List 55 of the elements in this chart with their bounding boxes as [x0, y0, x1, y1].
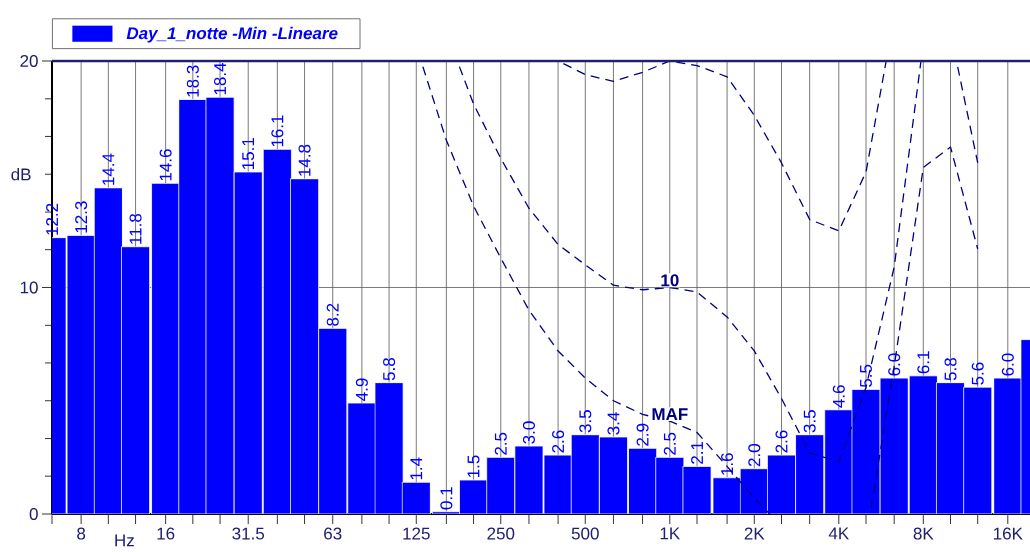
data-label: 1.6	[721, 453, 734, 475]
x-tick-label: 8K	[913, 527, 934, 540]
data-label: 18.3	[186, 65, 199, 97]
data-label: 12.2	[46, 203, 58, 235]
x-tick-label: 1K	[660, 527, 680, 540]
data-label: 3.0	[522, 421, 535, 444]
data-label: 14.8	[298, 144, 311, 176]
x-tick-label: 16	[157, 527, 175, 540]
data-label: 2.1	[691, 441, 703, 464]
data-label: 5.8	[383, 358, 396, 381]
data-label: 5.8	[944, 358, 957, 381]
data-label: 11.8	[129, 213, 142, 244]
x-tick-label: 500	[571, 527, 599, 540]
x-tick-label: 16K	[993, 527, 1023, 540]
data-label: 6.0	[1001, 353, 1014, 376]
data-label: 4.6	[832, 385, 845, 408]
x-tick-label: 4K	[828, 527, 850, 540]
data-label: 3.4	[607, 412, 620, 435]
data-label: 5.5	[860, 364, 872, 388]
series-label: 10	[661, 274, 679, 287]
data-label: 2.6	[552, 430, 565, 453]
data-label: 1.5	[467, 455, 480, 478]
data-label: 16.1	[271, 115, 284, 147]
data-label: 8.2	[326, 303, 339, 326]
data-label: 0.1	[440, 487, 453, 510]
x-tick-label: 63	[324, 527, 342, 540]
data-label: 4.9	[355, 378, 368, 401]
data-label: 6.0	[888, 353, 901, 376]
x-tick-label: 8	[77, 527, 86, 540]
x-tick-label: 2K	[744, 527, 765, 540]
data-label: 2.5	[494, 432, 507, 455]
data-label: 14.4	[102, 153, 115, 185]
data-label: 2.5	[663, 432, 676, 455]
y-tick-label: 0	[29, 507, 38, 521]
data-label: 5.6	[971, 362, 984, 385]
x-tick-label: 250	[487, 527, 515, 540]
series-label: MAF	[652, 408, 688, 420]
data-label: 15.1	[242, 138, 255, 169]
data-label: 14.6	[159, 149, 172, 181]
y-tick-label: 20	[20, 54, 38, 68]
data-label: 2.9	[636, 423, 649, 446]
x-tick-label: 31.5	[232, 527, 265, 540]
x-tick-label: 125	[403, 527, 430, 540]
y-axis-title: dB	[11, 168, 31, 181]
y-tick-label: 10	[20, 281, 38, 294]
data-label: 2.0	[748, 444, 761, 467]
legend-label: Day_1_notte -Min -Lineare	[126, 26, 338, 43]
data-label: 1.4	[410, 457, 423, 480]
data-label: 3.5	[579, 410, 592, 433]
data-label: 6.1	[917, 351, 930, 374]
data-label: 12.3	[75, 201, 88, 233]
data-label: 3.5	[803, 410, 816, 433]
x-axis-title: Hz	[115, 534, 134, 547]
data-label: 18.4	[214, 62, 227, 95]
data-label: 2.6	[775, 430, 788, 453]
